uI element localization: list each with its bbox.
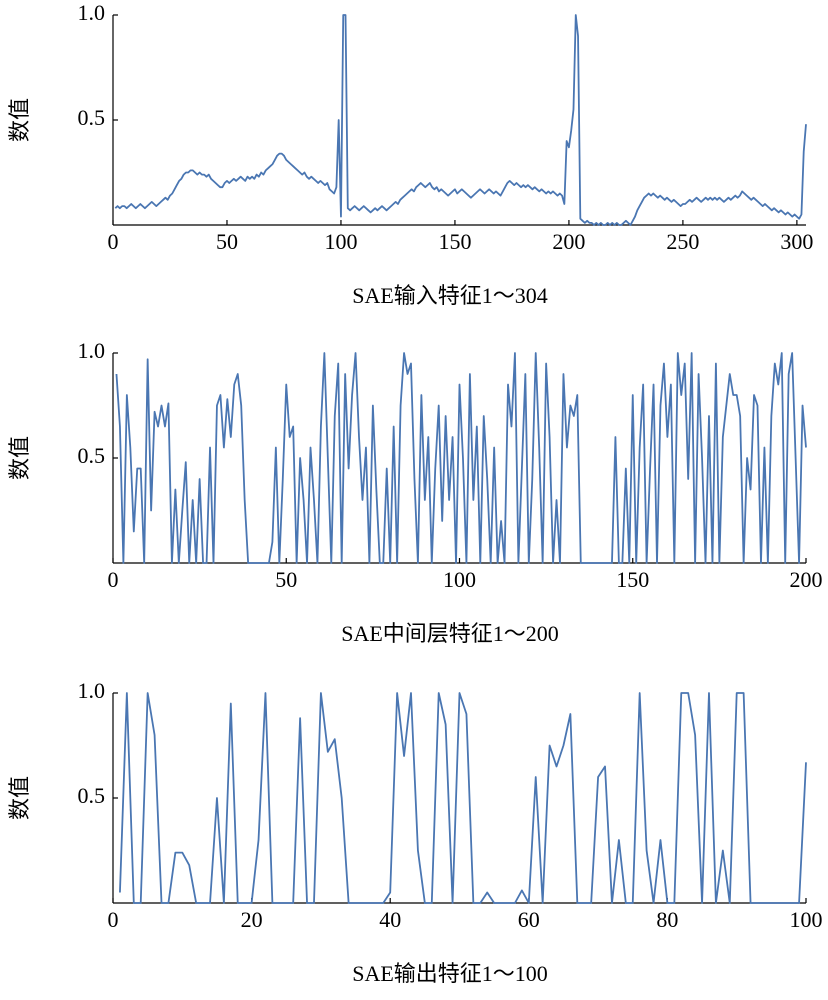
y-tick-label: 1.0 <box>78 338 106 363</box>
y-axis-label: 数值 <box>7 436 32 480</box>
y-tick-label: 1.0 <box>78 678 106 703</box>
data-line <box>119 692 807 904</box>
data-line <box>114 14 807 226</box>
y-axis-label: 数值 <box>7 98 32 142</box>
x-tick-label: 60 <box>518 907 540 932</box>
x-tick-label: 100 <box>790 907 823 932</box>
x-axis-label: SAE输出特征1～100 <box>352 961 548 986</box>
data-line <box>115 352 807 564</box>
x-tick-label: 0 <box>108 907 119 932</box>
x-tick-label: 300 <box>780 229 813 254</box>
x-tick-label: 250 <box>666 229 699 254</box>
y-tick-label: 0.5 <box>78 105 106 130</box>
x-tick-label: 50 <box>216 229 238 254</box>
x-tick-label: 100 <box>324 229 357 254</box>
panel: 0.5 1.0 0 50 100 150 200 SAE中间层特征1～200 数值 <box>7 338 822 646</box>
panel: 0.5 1.0 0 50 100 150 200 250 300 SAE输入特征1～304 数值 <box>7 0 813 308</box>
x-tick-label: 20 <box>241 907 263 932</box>
y-tick-label: 1.0 <box>78 0 106 25</box>
x-tick-label: 80 <box>656 907 678 932</box>
x-tick-label: 0 <box>108 567 119 592</box>
y-tick-label: 0.5 <box>78 443 106 468</box>
y-tick-label: 0.5 <box>78 783 106 808</box>
x-tick-label: 0 <box>108 229 119 254</box>
x-tick-label: 50 <box>275 567 297 592</box>
x-tick-label: 150 <box>438 229 471 254</box>
x-tick-label: 200 <box>790 567 823 592</box>
x-tick-label: 200 <box>552 229 585 254</box>
panel: 0.5 1.0 0 20 40 60 80 100 SAE输出特征1～100 数值 <box>7 678 822 986</box>
x-tick-label: 150 <box>616 567 649 592</box>
x-tick-label: 40 <box>379 907 401 932</box>
x-tick-label: 100 <box>443 567 476 592</box>
x-axis-label: SAE中间层特征1～200 <box>341 621 559 646</box>
y-axis-label: 数值 <box>7 776 32 820</box>
x-axis-label: SAE输入特征1～304 <box>352 283 548 308</box>
